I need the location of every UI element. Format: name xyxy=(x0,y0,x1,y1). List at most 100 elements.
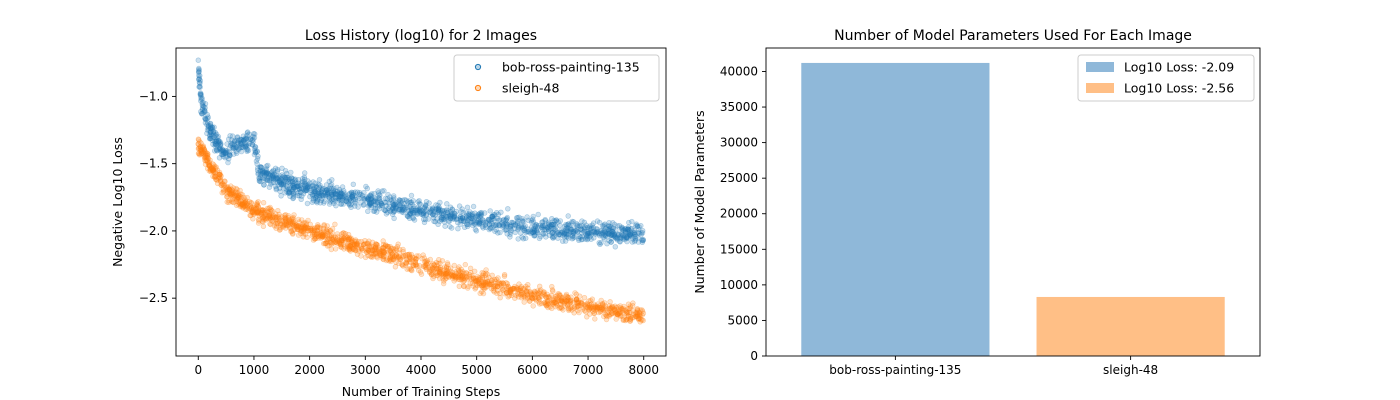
scatter-point xyxy=(540,231,546,238)
scatter-point xyxy=(382,195,389,202)
scatter-point xyxy=(525,282,531,288)
scatter-point xyxy=(200,103,206,109)
scatter-point xyxy=(416,207,422,213)
scatter-point xyxy=(198,92,204,99)
scatter-point xyxy=(297,189,303,195)
scatter-point xyxy=(497,295,503,301)
scatter-point xyxy=(579,222,585,229)
scatter-point xyxy=(496,222,502,228)
scatter-point xyxy=(478,212,484,218)
scatter-point xyxy=(495,211,502,218)
scatter-point xyxy=(227,192,234,198)
scatter-point xyxy=(342,194,348,200)
scatter-point xyxy=(196,66,202,73)
scatter-point xyxy=(408,267,414,273)
scatter-point xyxy=(232,145,238,151)
scatter-point xyxy=(296,219,302,225)
scatter-point xyxy=(380,238,386,244)
scatter-point xyxy=(539,222,545,229)
scatter-point xyxy=(428,210,434,216)
scatter-point xyxy=(482,210,488,216)
scatter-point xyxy=(260,168,266,175)
scatter-point xyxy=(581,295,588,301)
scatter-point xyxy=(583,222,589,228)
scatter-point xyxy=(468,215,474,221)
scatter-point xyxy=(320,185,326,192)
scatter-point xyxy=(625,235,631,241)
legend-swatch-sleigh xyxy=(1086,83,1114,93)
scatter-point xyxy=(310,197,317,204)
scatter-point xyxy=(224,148,230,154)
scatter-point xyxy=(264,177,270,183)
y-tick-label: 15000 xyxy=(720,242,758,256)
scatter-point xyxy=(368,196,375,203)
scatter-point xyxy=(405,199,411,205)
scatter-point xyxy=(508,222,514,228)
scatter-point xyxy=(241,195,247,201)
scatter-point xyxy=(387,208,394,215)
scatter-point xyxy=(371,208,378,214)
chart2-bars xyxy=(801,62,1225,356)
scatter-point xyxy=(338,234,345,240)
scatter-point xyxy=(388,256,394,263)
scatter-point xyxy=(569,236,575,242)
loss-history-chart: Loss History (log10) for 2 Images 0 1000 2… xyxy=(110,28,667,399)
scatter-point xyxy=(391,202,397,208)
scatter-point xyxy=(565,221,572,228)
scatter-point xyxy=(254,167,261,174)
scatter-point xyxy=(280,180,287,187)
scatter-point xyxy=(249,142,256,148)
chart1-xlabel: Number of Training Steps xyxy=(342,384,500,399)
scatter-point xyxy=(231,142,237,148)
scatter-point xyxy=(216,169,223,176)
scatter-point xyxy=(621,233,628,239)
scatter-point xyxy=(497,229,503,236)
scatter-point xyxy=(304,234,310,241)
scatter-point xyxy=(432,212,438,218)
scatter-point xyxy=(266,184,273,190)
scatter-point xyxy=(367,201,374,208)
y-tick-label: 40000 xyxy=(720,64,758,78)
scatter-point xyxy=(430,215,437,221)
scatter-point xyxy=(213,146,220,153)
scatter-point xyxy=(300,186,306,192)
scatter-point xyxy=(493,222,499,228)
scatter-point xyxy=(391,208,398,215)
scatter-point xyxy=(328,192,335,198)
scatter-point xyxy=(614,237,621,243)
scatter-point xyxy=(623,235,630,241)
scatter-point xyxy=(198,91,204,98)
scatter-point xyxy=(581,228,587,235)
scatter-point xyxy=(589,222,595,228)
scatter-point xyxy=(421,205,428,211)
scatter-point xyxy=(350,192,356,198)
scatter-point xyxy=(360,202,366,208)
scatter-point xyxy=(266,171,272,177)
scatter-point xyxy=(470,203,477,210)
scatter-point xyxy=(331,200,337,207)
scatter-point xyxy=(477,219,483,226)
scatter-point xyxy=(469,212,475,218)
scatter-point xyxy=(205,120,211,126)
scatter-point xyxy=(397,198,404,204)
scatter-point xyxy=(543,294,549,301)
scatter-point xyxy=(349,193,355,199)
scatter-point xyxy=(504,223,510,229)
scatter-point xyxy=(549,299,556,306)
x-tick-label: 6000 xyxy=(517,363,548,377)
scatter-point xyxy=(276,178,282,185)
scatter-point xyxy=(488,224,495,231)
scatter-point xyxy=(543,234,549,240)
scatter-point xyxy=(455,226,461,232)
scatter-point xyxy=(255,153,261,160)
scatter-point xyxy=(528,217,535,224)
scatter-point xyxy=(430,211,436,218)
scatter-point xyxy=(515,236,521,242)
scatter-point xyxy=(382,207,388,213)
scatter-point xyxy=(235,140,241,146)
scatter-point xyxy=(469,213,476,220)
scatter-point xyxy=(267,175,273,182)
scatter-point xyxy=(242,135,249,141)
scatter-point xyxy=(518,289,525,295)
scatter-point xyxy=(208,125,214,131)
